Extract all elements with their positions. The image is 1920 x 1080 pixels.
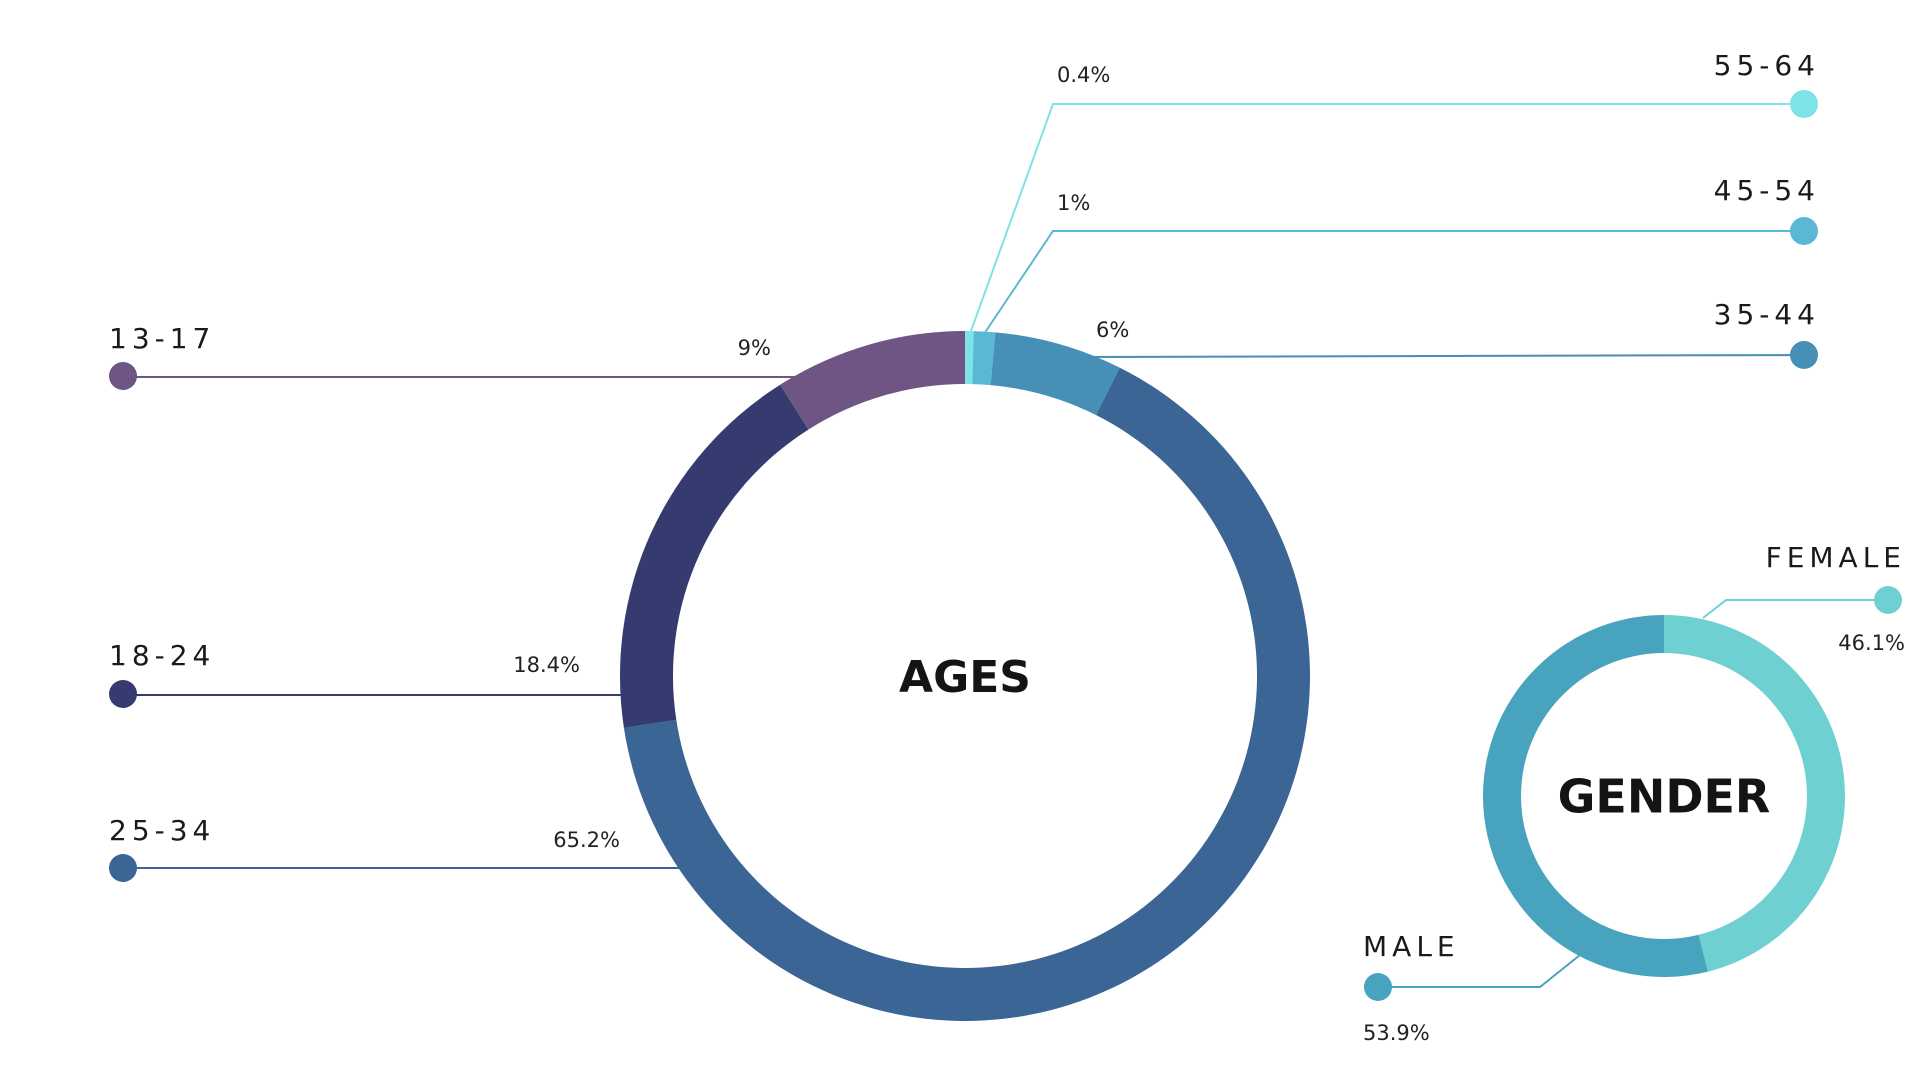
slice-35-44 (990, 332, 1120, 415)
ages-donut-chart: AGES 55-64 0.4% 45-54 1% 35-44 6% 25-34 65.2% 18-… (109, 49, 1820, 1021)
category-label-25-34: 25-34 (109, 814, 215, 847)
legend-dot-female (1874, 586, 1902, 614)
category-label-18-24: 18-24 (109, 639, 215, 672)
category-label-female: FEMALE (1766, 541, 1906, 574)
leader-line-female (1702, 599, 1888, 619)
legend-dot-55-64 (1790, 90, 1818, 118)
slice-45-54 (972, 331, 996, 386)
category-label-male: MALE (1363, 930, 1460, 963)
percent-label-male: 53.9% (1363, 1021, 1430, 1045)
leader-line-35-44 (1079, 354, 1805, 358)
legend-dot-male (1364, 973, 1392, 1001)
slice-male (1483, 615, 1708, 977)
leader-line-55-64 (966, 103, 1804, 343)
legend-dot-18-24 (109, 680, 137, 708)
gender-donut-chart: GENDER FEMALE 46.1% MALE 53.9% (1363, 541, 1906, 1045)
slice-18-24 (619, 384, 809, 728)
percent-label-25-34: 65.2% (553, 828, 620, 852)
category-label-45-54: 45-54 (1714, 174, 1820, 207)
legend-dot-45-54 (1790, 217, 1818, 245)
percent-label-45-54: 1% (1057, 191, 1090, 215)
category-label-55-64: 55-64 (1714, 49, 1820, 82)
slice-female (1664, 615, 1845, 972)
ages-title: AGES (899, 652, 1031, 703)
percent-label-female: 46.1% (1838, 631, 1905, 655)
leader-line-male (1378, 954, 1581, 988)
gender-title: GENDER (1558, 770, 1771, 824)
percent-label-13-17: 9% (738, 336, 771, 360)
category-label-13-17: 13-17 (109, 322, 215, 355)
percent-label-18-24: 18.4% (513, 653, 580, 677)
percent-label-35-44: 6% (1096, 318, 1129, 342)
slice-13-17 (780, 331, 965, 430)
legend-dot-13-17 (109, 362, 137, 390)
legend-dot-25-34 (109, 854, 137, 882)
category-label-35-44: 35-44 (1714, 298, 1820, 331)
percent-label-55-64: 0.4% (1057, 63, 1110, 87)
slice-55-64 (965, 331, 974, 385)
leader-line-45-54 (981, 230, 1804, 338)
legend-dot-35-44 (1790, 341, 1818, 369)
